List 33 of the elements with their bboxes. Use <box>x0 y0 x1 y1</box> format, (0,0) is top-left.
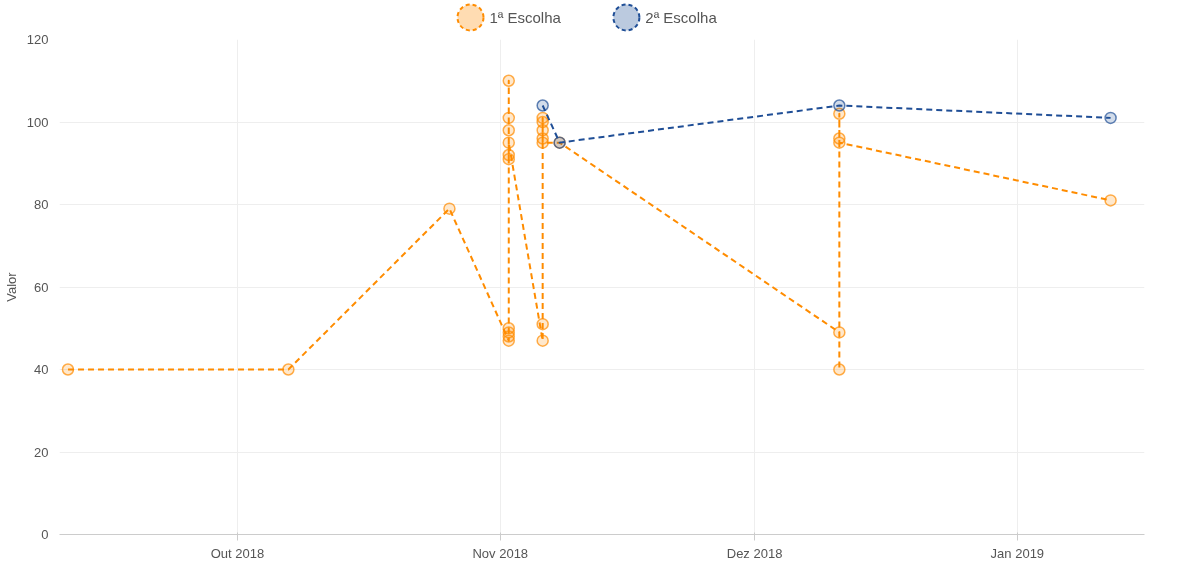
y-tick-label: 100 <box>26 114 49 130</box>
point <box>833 136 846 149</box>
point <box>833 326 846 339</box>
point <box>502 322 516 335</box>
point <box>443 202 456 215</box>
point <box>536 334 549 347</box>
y-tick-label: 40 <box>34 362 49 377</box>
y-tick-label: 20 <box>34 444 49 460</box>
point <box>833 99 846 112</box>
y-tick-label: 80 <box>34 197 49 212</box>
point <box>536 136 549 149</box>
x-tick-label: Jan 2019 <box>990 545 1045 561</box>
point <box>833 363 846 376</box>
point <box>1104 194 1117 207</box>
point <box>502 124 516 137</box>
x-tick-label: Nov 2018 <box>472 545 529 561</box>
point <box>1104 111 1117 125</box>
y-tick-label: 120 <box>26 32 49 47</box>
y-tick-label: 0 <box>41 527 49 542</box>
point <box>536 317 549 331</box>
legend-label: 2ª Escolha <box>645 9 718 26</box>
point <box>536 99 549 112</box>
point <box>61 363 75 376</box>
y-axis-title: Valor <box>3 271 19 302</box>
legend-label: 1ª Escolha <box>489 9 562 26</box>
x-tick-label: Dez 2018 <box>726 545 783 561</box>
point <box>282 363 295 376</box>
y-tick-label: 60 <box>34 279 49 295</box>
point <box>502 111 516 125</box>
point <box>502 74 516 87</box>
x-tick-label: Out 2018 <box>210 545 265 561</box>
point <box>502 136 516 149</box>
point <box>502 152 516 166</box>
